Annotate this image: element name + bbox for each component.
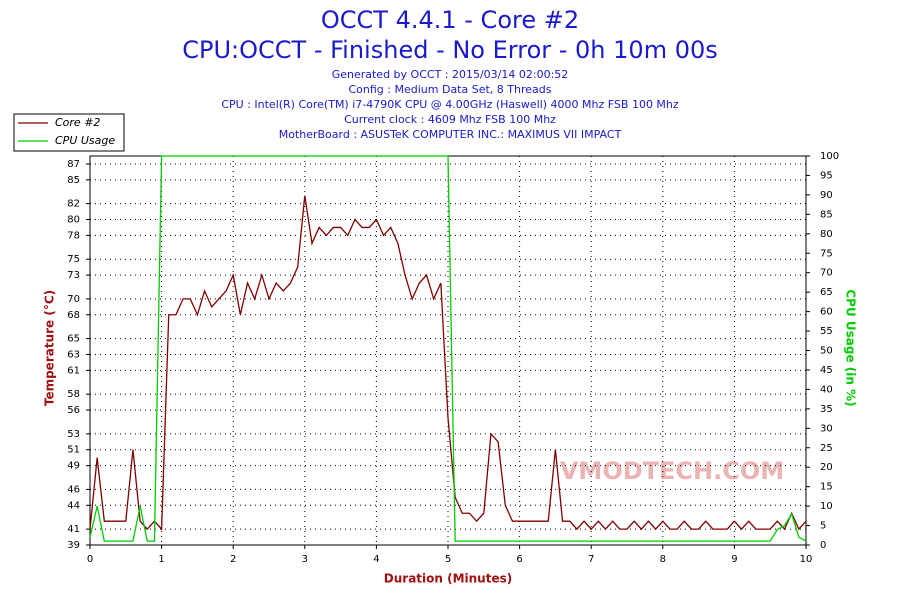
- y2-tick-label: 55: [820, 326, 833, 337]
- y-tick-label: 73: [67, 270, 80, 281]
- watermark: VMODTECH.COM: [560, 457, 784, 485]
- y-tick-label: 58: [67, 389, 80, 400]
- y-tick-label: 56: [67, 405, 80, 416]
- x-tick-label: 6: [516, 554, 522, 565]
- x-tick-label: 10: [800, 554, 813, 565]
- x-axis-label: Duration (Minutes): [384, 572, 512, 586]
- y2-tick-label: 50: [820, 346, 833, 357]
- y-tick-label: 51: [67, 445, 80, 456]
- y2-tick-label: 70: [820, 268, 833, 279]
- x-tick-label: 8: [660, 554, 666, 565]
- legend: [13, 113, 125, 152]
- y2-tick-label: 20: [820, 462, 833, 473]
- y2-tick-label: 5: [820, 521, 826, 532]
- y2-tick-label: 45: [820, 365, 833, 376]
- y-tick-label: 82: [67, 199, 80, 210]
- x-tick-label: 7: [588, 554, 594, 565]
- info-line: Generated by OCCT : 2015/03/14 02:00:52: [332, 68, 569, 81]
- chart-title: OCCT 4.4.1 - Core #2: [321, 6, 579, 34]
- series-line: [89, 195, 807, 531]
- y-tick-label: 53: [67, 429, 80, 440]
- y2-tick-label: 60: [820, 307, 833, 318]
- y-tick-label: 75: [67, 254, 80, 265]
- y2-tick-label: 35: [820, 404, 833, 415]
- y-tick-label: 87: [67, 159, 80, 170]
- y2-axis-label: CPU Usage (in %): [844, 289, 858, 406]
- y2-tick-label: 30: [820, 423, 833, 434]
- y-tick-label: 46: [67, 484, 80, 495]
- y2-tick-label: 15: [820, 482, 833, 493]
- y-tick-label: 85: [67, 175, 80, 186]
- y2-tick-label: 80: [820, 229, 833, 240]
- y-tick-label: 70: [67, 294, 80, 305]
- y-tick-label: 78: [67, 230, 80, 241]
- y2-tick-label: 95: [820, 170, 833, 181]
- x-tick-label: 9: [731, 554, 737, 565]
- y2-tick-label: 25: [820, 443, 833, 454]
- y-tick-label: 63: [67, 349, 80, 360]
- x-tick-label: 1: [158, 554, 164, 565]
- y2-tick-label: 65: [820, 287, 833, 298]
- chart-subtitle: CPU:OCCT - Finished - No Error - 0h 10m …: [182, 36, 718, 64]
- legend-label: Core #2: [55, 116, 100, 129]
- legend-label: CPU Usage: [55, 134, 115, 147]
- x-tick-label: 2: [230, 554, 236, 565]
- x-tick-label: 3: [302, 554, 308, 565]
- y-tick-label: 61: [67, 365, 80, 376]
- y2-tick-label: 100: [820, 151, 839, 162]
- y-tick-label: 44: [67, 500, 80, 511]
- x-tick-label: 5: [445, 554, 451, 565]
- y2-tick-label: 10: [820, 501, 833, 512]
- y-tick-label: 39: [67, 540, 80, 551]
- y-tick-label: 68: [67, 310, 80, 321]
- y2-tick-label: 90: [820, 190, 833, 201]
- y2-tick-label: 40: [820, 384, 833, 395]
- y2-tick-label: 0: [820, 540, 826, 551]
- info-line: MotherBoard : ASUSTeK COMPUTER INC.: MAX…: [279, 128, 622, 141]
- y-tick-label: 49: [67, 461, 80, 472]
- y2-tick-label: 85: [820, 209, 833, 220]
- info-line: Current clock : 4609 Mhz FSB 100 Mhz: [344, 113, 556, 126]
- x-tick-label: 0: [87, 554, 93, 565]
- x-tick-label: 4: [373, 554, 379, 565]
- series-line: [89, 155, 807, 542]
- info-line: Config : Medium Data Set, 8 Threads: [349, 83, 552, 96]
- info: Generated by OCCT : 2015/03/14 02:00:52 C…: [221, 68, 679, 141]
- y-tick-label: 65: [67, 334, 80, 345]
- y-tick-label: 80: [67, 215, 80, 226]
- y-axis-label: Temperature (°C): [43, 290, 57, 406]
- info-line: CPU : Intel(R) Core(TM) i7-4790K CPU @ 4…: [221, 98, 679, 111]
- y2-tick-label: 75: [820, 248, 833, 259]
- y-tick-label: 41: [67, 524, 80, 535]
